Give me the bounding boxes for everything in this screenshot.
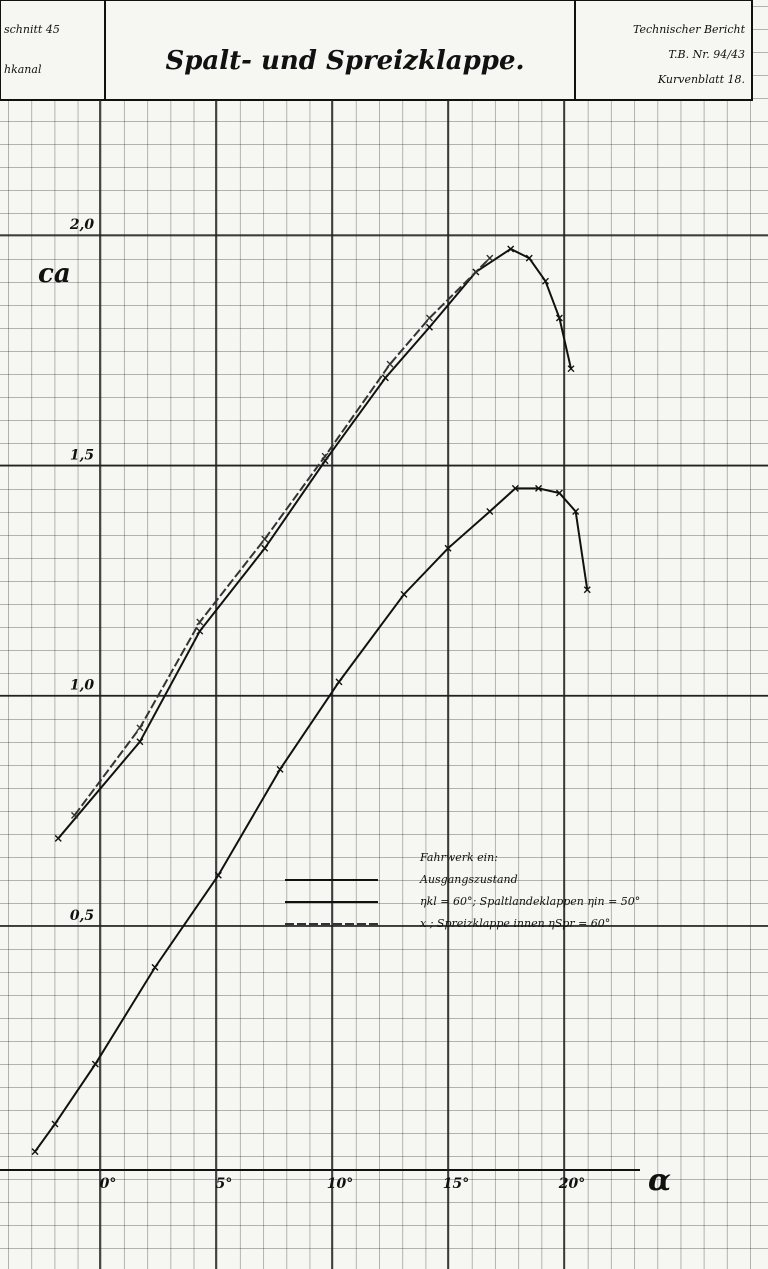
- header-left: schnitt 45: [4, 23, 60, 36]
- y-axis-label: ca: [38, 259, 71, 289]
- data-point: [425, 323, 433, 331]
- x-axis-label: α: [648, 1163, 671, 1198]
- data-point: [151, 963, 159, 971]
- x-tick-label: 5°: [216, 1176, 233, 1192]
- data-point: [196, 627, 204, 635]
- data-point: [70, 811, 78, 819]
- header-left: hkanal: [4, 63, 42, 76]
- data-point: [583, 586, 591, 594]
- data-point: [555, 489, 563, 497]
- data-point: [541, 277, 549, 285]
- legend-title: Fahrwerk ein:: [419, 851, 498, 864]
- data-point: [444, 544, 452, 552]
- header-right: Kurvenblatt 18.: [657, 73, 745, 86]
- x-tick-label: 0°: [100, 1176, 117, 1192]
- x-tick-label: 15°: [443, 1176, 469, 1192]
- data-point: [196, 618, 204, 626]
- data-point: [555, 314, 563, 322]
- data-point: [136, 724, 144, 732]
- series-line: [34, 487, 589, 1153]
- legend-label: x ; Spreizklappe innen ηSpr = 60°: [420, 917, 610, 930]
- x-tick-label: 10°: [327, 1176, 353, 1192]
- header-right: T.B. Nr. 94/43: [668, 48, 745, 61]
- data-point: [511, 484, 519, 492]
- data-point: [486, 254, 494, 262]
- legend-label: Ausgangszustand: [419, 873, 518, 886]
- data-point: [136, 738, 144, 746]
- data-point: [425, 314, 433, 322]
- data-point: [276, 765, 284, 773]
- data-point: [567, 365, 575, 373]
- data-point: [54, 834, 62, 842]
- data-point: [400, 590, 408, 598]
- data-point: [261, 535, 269, 543]
- data-point: [386, 360, 394, 368]
- series-line: [73, 257, 491, 816]
- data-point: [31, 1148, 39, 1156]
- data-point: [91, 1060, 99, 1068]
- data-point: [572, 507, 580, 515]
- legend-label: ηkl = 60°; Spaltlandeklappen ηin = 50°: [420, 895, 640, 908]
- data-point: [507, 245, 515, 253]
- y-tick-label: 0,5: [70, 908, 94, 924]
- y-tick-label: 1,0: [70, 678, 95, 694]
- data-point: [261, 544, 269, 552]
- data-point: [525, 254, 533, 262]
- data-point: [381, 374, 389, 382]
- series-line: [57, 247, 572, 840]
- data-point: [214, 871, 222, 879]
- data-point: [486, 507, 494, 515]
- data-point: [321, 452, 329, 460]
- data-point: [535, 484, 543, 492]
- y-tick-label: 2,0: [69, 217, 95, 233]
- chart-title: Spalt- und Spreizklappe.: [165, 46, 524, 76]
- x-tick-label: 20°: [558, 1176, 585, 1192]
- data-point: [335, 678, 343, 686]
- data-point: [51, 1120, 59, 1128]
- header-right: Technischer Bericht: [633, 23, 746, 36]
- header-box: [0, 0, 753, 101]
- y-tick-label: 1,5: [70, 447, 94, 463]
